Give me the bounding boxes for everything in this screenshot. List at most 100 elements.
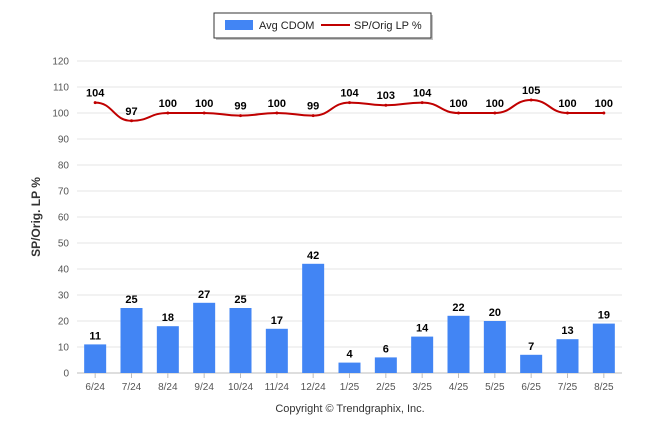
bar	[84, 344, 107, 373]
bar	[556, 339, 579, 373]
line-point	[202, 111, 206, 115]
line-data-label: 104	[340, 88, 359, 100]
line-data-label: 100	[558, 98, 576, 110]
copyright-text: Copyright © Trendgraphix, Inc.	[275, 403, 424, 415]
line-point	[420, 101, 424, 105]
y-tick-label: 120	[52, 57, 69, 68]
x-tick-label: 1/25	[340, 382, 360, 393]
bar-data-label: 22	[452, 302, 464, 314]
line-point	[239, 114, 242, 118]
x-axis: 6/24 7/24 8/24 9/24 10/24 11/24 12/24 1/25 2/25 3…	[85, 373, 614, 393]
x-tick-label: 6/24	[85, 382, 105, 393]
y-tick-label: 90	[58, 135, 70, 146]
y-tick-label: 70	[58, 187, 70, 198]
bar-data-label: 25	[234, 294, 246, 306]
line-data-label: 97	[125, 106, 137, 118]
bar	[592, 323, 615, 373]
bar-series	[84, 263, 615, 373]
y-tick-label: 30	[58, 291, 70, 302]
line-point	[602, 111, 606, 115]
bar-data-label: 14	[416, 323, 429, 335]
x-tick-label: 8/25	[594, 382, 614, 393]
x-tick-label: 2/25	[376, 382, 396, 393]
line-series	[93, 98, 606, 123]
line-point	[384, 103, 388, 107]
bar	[411, 336, 434, 373]
line-data-label: 103	[377, 90, 395, 102]
legend-label-bar: Avg CDOM	[259, 20, 314, 32]
bar	[520, 354, 543, 373]
bar-data-label: 27	[198, 289, 210, 301]
bar	[302, 263, 325, 373]
legend-label-line: SP/Orig LP %	[354, 20, 422, 32]
bar	[483, 321, 506, 373]
line-data-label: 99	[234, 101, 246, 113]
line-point	[457, 111, 460, 115]
bar	[265, 328, 288, 373]
bar-data-label: 20	[489, 307, 501, 319]
line-data-label: 99	[307, 101, 319, 113]
line-data-label: 100	[595, 98, 613, 110]
bar-data-label: 13	[561, 325, 573, 337]
y-tick-label: 110	[53, 83, 69, 94]
x-tick-label: 12/24	[301, 382, 326, 393]
line-point	[348, 101, 351, 105]
line-data-label: 100	[159, 98, 177, 110]
bar-data-label: 7	[528, 341, 534, 353]
line-data-label: 100	[486, 98, 504, 110]
data-labels: 11 25 18 27 25 17 42 4 6 14 22 20 7 13 19 104 97 100 100 99…	[86, 85, 613, 361]
x-tick-label: 8/24	[158, 382, 178, 393]
y-axis-label: SP/Orig. LP %	[29, 177, 43, 257]
bar-data-label: 18	[162, 312, 174, 324]
line-data-label: 100	[268, 98, 286, 110]
bar	[374, 357, 397, 373]
line-point	[93, 101, 97, 105]
x-tick-label: 3/25	[412, 382, 432, 393]
x-tick-label: 9/24	[194, 382, 214, 393]
bar-data-label: 17	[271, 315, 283, 327]
line-point	[529, 98, 533, 102]
line-point	[311, 114, 315, 118]
bar	[120, 308, 143, 373]
y-tick-label: 100	[52, 109, 69, 120]
y-tick-label: 20	[58, 317, 70, 328]
gridlines	[77, 60, 622, 374]
line-point	[275, 111, 279, 115]
y-tick-label: 80	[58, 161, 70, 172]
y-axis: 0 10 20 30 40 50 60 70 80 90 100 110 120	[52, 57, 69, 380]
line-point	[566, 111, 569, 115]
legend: Avg CDOM SP/Orig LP %	[213, 12, 433, 40]
x-tick-label: 11/24	[265, 382, 290, 393]
y-tick-label: 0	[63, 369, 69, 380]
line-data-label: 100	[449, 98, 467, 110]
bar-data-label: 42	[307, 250, 319, 262]
y-tick-label: 60	[58, 213, 70, 224]
bar-data-label: 25	[125, 294, 137, 306]
bar	[338, 362, 361, 373]
y-tick-label: 50	[58, 239, 70, 250]
y-tick-label: 40	[58, 265, 70, 276]
x-tick-label: 7/24	[122, 382, 142, 393]
bar-data-label: 11	[89, 330, 101, 342]
x-tick-label: 7/25	[558, 382, 578, 393]
bar-data-label: 4	[346, 349, 353, 361]
line-data-label: 100	[195, 98, 213, 110]
line-point	[166, 111, 170, 115]
bar	[447, 315, 470, 373]
y-tick-label: 10	[58, 343, 70, 354]
bar	[156, 326, 179, 373]
line-point	[493, 111, 497, 115]
x-tick-label: 4/25	[449, 382, 469, 393]
bar	[229, 308, 252, 373]
line-point	[130, 119, 133, 123]
bar-data-label: 6	[383, 343, 389, 355]
x-tick-label: 6/25	[521, 382, 541, 393]
line-data-label: 104	[86, 88, 105, 100]
line-data-label: 104	[413, 88, 432, 100]
line-data-label: 105	[522, 85, 540, 97]
bar-data-label: 19	[598, 310, 610, 322]
legend-swatch-bar	[225, 20, 253, 30]
bar	[193, 302, 216, 373]
